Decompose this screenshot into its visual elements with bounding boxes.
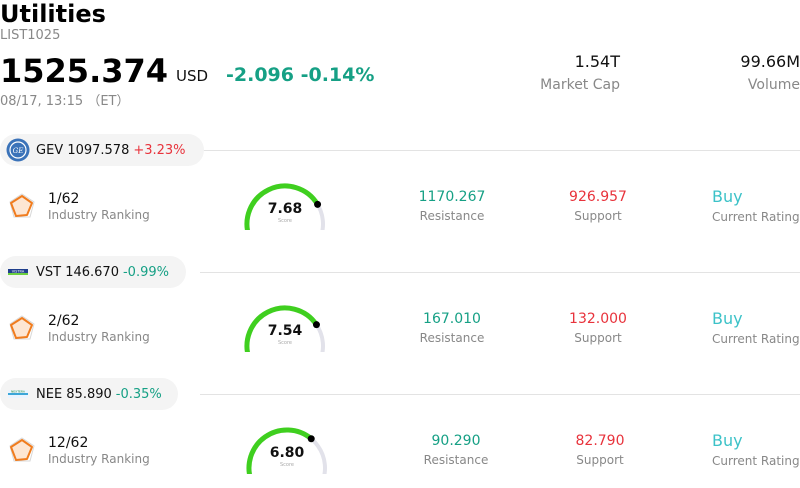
support-value: 132.000 xyxy=(569,311,627,327)
section-divider xyxy=(200,394,800,395)
score-label: Score xyxy=(277,218,292,224)
radar-rank-icon xyxy=(9,437,35,462)
radar-rank-icon xyxy=(9,315,35,340)
score-label: Score xyxy=(279,462,294,468)
resistance-value: 90.290 xyxy=(431,433,481,449)
support-label: Support xyxy=(574,331,622,345)
ticker-change: +3.23% xyxy=(133,142,186,158)
svg-text:GE: GE xyxy=(13,147,24,155)
gauge-fill xyxy=(244,305,319,352)
resistance-metric: 1170.267 Resistance xyxy=(392,189,512,223)
support-metric: 82.790 Support xyxy=(540,433,660,467)
resistance-metric: 167.010 Resistance xyxy=(392,311,512,345)
rating-value[interactable]: Buy xyxy=(712,431,743,450)
support-metric: 926.957 Support xyxy=(538,189,658,223)
ticker-pill[interactable]: VISTRA VST 146.670 -0.99% xyxy=(0,256,186,288)
ticker-change: -0.35% xyxy=(115,386,162,402)
section-divider xyxy=(200,272,800,273)
volume-value: 99.66M xyxy=(740,52,800,71)
nextera-logo-icon: NEXTERA xyxy=(6,382,30,406)
support-label: Support xyxy=(574,209,622,223)
change-value: -2.096 xyxy=(226,64,294,86)
resistance-label: Resistance xyxy=(419,331,485,345)
gauge-fill xyxy=(246,427,314,474)
page-title: Utilities xyxy=(0,0,106,28)
volume-label: Volume xyxy=(747,77,800,93)
section-divider xyxy=(200,150,800,151)
support-value: 82.790 xyxy=(575,433,625,449)
svg-text:VISTRA: VISTRA xyxy=(12,270,25,274)
market-cap-label: Market Cap xyxy=(540,77,620,93)
gauge-knob xyxy=(307,435,315,443)
vistra-logo-icon: VISTRA xyxy=(6,260,30,284)
ticker-change: -0.99% xyxy=(122,264,169,280)
change-percent: -0.14% xyxy=(300,64,375,86)
score-gauge xyxy=(244,183,325,230)
rating-label: Current Rating xyxy=(712,210,800,224)
score-gauge xyxy=(244,305,325,352)
ticker-line: NEE 85.890 xyxy=(36,386,112,402)
resistance-metric: 90.290 Resistance xyxy=(396,433,516,467)
score-gauge xyxy=(246,427,327,474)
rating-label: Current Rating xyxy=(712,332,800,346)
currency-label: USD xyxy=(176,67,209,85)
index-code: LIST1025 xyxy=(0,28,61,43)
gauge-fill xyxy=(244,183,321,230)
industry-rank-value: 12/62 xyxy=(48,435,89,451)
ticker-pill[interactable]: GE GEV 1097.578 +3.23% xyxy=(0,134,204,166)
market-cap-stat: 1.54T Market Cap xyxy=(540,52,620,93)
support-value: 926.957 xyxy=(569,189,627,205)
resistance-label: Resistance xyxy=(423,453,489,467)
radar-rank-icon xyxy=(9,193,35,218)
rating-label: Current Rating xyxy=(712,454,800,468)
score-value: 6.80 xyxy=(269,445,305,461)
gauge-knob xyxy=(312,321,320,329)
rating-metric[interactable]: Buy Current Rating xyxy=(712,187,800,224)
score-value: 7.68 xyxy=(267,201,303,217)
volume-stat: 99.66M Volume xyxy=(740,52,800,93)
industry-rank-value: 1/62 xyxy=(48,191,80,207)
industry-rank-value: 2/62 xyxy=(48,313,80,329)
resistance-value: 167.010 xyxy=(423,311,481,327)
score-value: 7.54 xyxy=(267,323,303,339)
score-label: Score xyxy=(277,340,292,346)
rating-value[interactable]: Buy xyxy=(712,309,743,328)
svg-text:NEXTERA: NEXTERA xyxy=(11,390,26,394)
resistance-label: Resistance xyxy=(419,209,485,223)
support-label: Support xyxy=(576,453,624,467)
rating-metric[interactable]: Buy Current Rating xyxy=(712,309,800,346)
timestamp: 08/17, 13:15 （ET） xyxy=(0,94,130,109)
ge-logo-icon: GE xyxy=(6,138,30,162)
rating-value[interactable]: Buy xyxy=(712,187,743,206)
resistance-value: 1170.267 xyxy=(418,189,486,205)
industry-rank-label: Industry Ranking xyxy=(48,452,150,466)
gauge-knob xyxy=(314,200,322,208)
ticker-pill[interactable]: NEXTERA NEE 85.890 -0.35% xyxy=(0,378,178,410)
industry-rank-label: Industry Ranking xyxy=(48,208,150,222)
index-change: -2.096 -0.14% xyxy=(226,64,374,86)
ticker-line: GEV 1097.578 xyxy=(36,142,130,158)
rating-metric[interactable]: Buy Current Rating xyxy=(712,431,800,468)
market-cap-value: 1.54T xyxy=(574,52,620,71)
support-metric: 132.000 Support xyxy=(538,311,658,345)
index-price: 1525.374 xyxy=(0,52,169,90)
industry-rank-label: Industry Ranking xyxy=(48,330,150,344)
ticker-line: VST 146.670 xyxy=(36,264,119,280)
